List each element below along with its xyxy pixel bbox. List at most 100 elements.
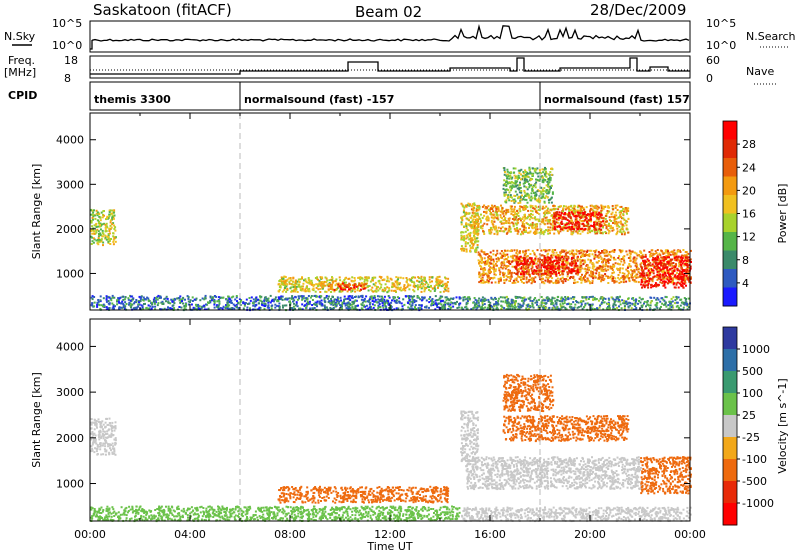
- colorbar-tick-label: -500: [742, 475, 767, 488]
- colorbar-label: Power [dB]: [776, 184, 789, 244]
- y-tick-label: 2000: [56, 223, 84, 236]
- y-tick-label: 1000: [56, 267, 84, 280]
- colorbar-swatch: [723, 269, 737, 288]
- colorbar-swatch: [723, 327, 737, 350]
- x-tick-label: 20:00: [574, 528, 606, 541]
- colorbar-tick-label: -100: [742, 453, 767, 466]
- colorbar-label: Velocity [m s^-1]: [776, 378, 789, 473]
- power-colorbar: 4 8 12 16 20 24 28 Power [dB]: [722, 120, 789, 307]
- colorbar-tick-label: 100: [742, 387, 763, 400]
- x-tick-label: 08:00: [274, 528, 306, 541]
- nsky-label: N.Sky: [4, 30, 36, 43]
- freq-tick-top: 18: [64, 54, 78, 67]
- colorbar-swatch: [723, 139, 737, 159]
- x-tick-label: 04:00: [174, 528, 206, 541]
- colorbar-swatch: [723, 195, 737, 214]
- colorbar-swatch: [723, 158, 737, 177]
- colorbar-swatch: [723, 349, 737, 372]
- colorbar-swatch: [723, 481, 737, 504]
- colorbar-swatch: [723, 393, 737, 416]
- x-tick-label: 00:00: [674, 528, 706, 541]
- colorbar-swatch: [723, 503, 737, 526]
- colorbar-swatch: [723, 437, 737, 460]
- x-tick-label: 00:00: [74, 528, 106, 541]
- nsearch-label: N.Search: [746, 30, 796, 43]
- nsky-trace: [90, 24, 690, 50]
- cpid-label: CPID: [8, 89, 37, 102]
- power-scatter-region: [553, 211, 604, 231]
- y-axis-label: Slant Range [km]: [30, 164, 43, 260]
- freq-panel-frame: [89, 55, 691, 79]
- cpid-segment-label: themis 3300: [94, 93, 171, 106]
- y-tick-label: 3000: [56, 178, 84, 191]
- velocity-panel: 1000 2000 3000 4000 00:00 04:00 08:00 12:00 16:0…: [30, 318, 789, 553]
- colorbar-tick-label: 1000: [742, 343, 770, 356]
- cpid-segments: themis 3300 normalsound (fast) -157 normal…: [94, 82, 690, 110]
- velocity-scatter-region: [461, 506, 692, 523]
- n-tick-left-top: 10^5: [52, 17, 82, 30]
- colorbar-tick-label: 28: [742, 138, 756, 151]
- x-tick-label: 16:00: [474, 528, 506, 541]
- power-scatter-region: [90, 294, 462, 312]
- colorbar-swatch: [723, 287, 737, 307]
- velocity-colorbar: 1000 500 100 25 -25 -100 -500 -1000 Velocity [m …: [722, 326, 789, 526]
- freq-unit-label: [MHz]: [4, 66, 36, 79]
- velocity-scatter-region: [460, 410, 480, 463]
- nave-tick-top: 60: [706, 54, 720, 67]
- colorbar-tick-label: 16: [742, 208, 756, 221]
- power-scatter-region: [327, 282, 367, 291]
- y-tick-label: 3000: [56, 386, 84, 399]
- n-tick-right-top: 10^5: [706, 17, 736, 30]
- colorbar-tick-label: -1000: [742, 497, 774, 510]
- nave-tick-bottom: 0: [706, 72, 713, 85]
- nave-label: Nave: [746, 65, 774, 78]
- cpid-segment-label: normalsound (fast) 157: [544, 93, 690, 106]
- freq-trace: [90, 57, 690, 75]
- power-panel: 1000 2000 3000 4000 Slant Range [km] 4 8 12 16 20…: [30, 112, 789, 312]
- velocity-scatter-region: [90, 417, 117, 456]
- colorbar-tick-label: 8: [742, 254, 749, 267]
- velocity-scatter-region: [277, 485, 450, 504]
- x-tick-label: 12:00: [374, 528, 406, 541]
- colorbar-swatch: [723, 232, 737, 251]
- n-tick-right-bottom: 10^0: [706, 39, 736, 52]
- freq-label: Freq.: [8, 54, 35, 67]
- beam-title: Beam 02: [355, 3, 422, 21]
- station-title: Saskatoon (fitACF): [93, 1, 232, 19]
- power-scatter-region: [277, 275, 450, 294]
- colorbar-swatch: [723, 250, 737, 270]
- colorbar-tick-label: -25: [742, 431, 760, 444]
- colorbar-tick-label: 20: [742, 184, 756, 197]
- velocity-scatter-region: [640, 456, 692, 495]
- power-scatter-region: [470, 204, 630, 236]
- y-tick-label: 4000: [56, 340, 84, 353]
- colorbar-tick-label: 4: [742, 277, 749, 290]
- colorbar-swatch: [723, 415, 737, 438]
- colorbar-swatch: [723, 371, 737, 394]
- colorbar-tick-label: 12: [742, 231, 756, 244]
- n-panel-frame: [89, 20, 691, 53]
- power-scatter-region: [460, 202, 480, 254]
- colorbar-tick-label: 24: [742, 161, 756, 174]
- velocity-scatter-region: [502, 415, 630, 443]
- cpid-segment-label: normalsound (fast) -157: [244, 93, 394, 106]
- power-scatter-region: [90, 208, 117, 247]
- colorbar-tick-label: 500: [742, 365, 763, 378]
- y-tick-label: 4000: [56, 134, 84, 147]
- y-tick-label: 2000: [56, 432, 84, 445]
- colorbar-tick-label: 25: [742, 409, 756, 422]
- colorbar-swatch: [723, 459, 737, 482]
- power-scatter-region: [640, 255, 692, 289]
- colorbar-swatch: [723, 213, 737, 233]
- cpid-frame: [89, 81, 691, 111]
- velocity-scatter-region: [502, 373, 555, 413]
- power-scatter-region: [502, 166, 554, 205]
- colorbar-swatch: [723, 121, 737, 140]
- x-axis-label: Time UT: [366, 540, 412, 553]
- y-tick-label: 1000: [56, 478, 84, 491]
- colorbar-swatch: [723, 176, 737, 196]
- n-tick-left-bottom: 10^0: [52, 39, 82, 52]
- date-title: 28/Dec/2009: [590, 1, 686, 19]
- velocity-scatter-region: [90, 505, 461, 523]
